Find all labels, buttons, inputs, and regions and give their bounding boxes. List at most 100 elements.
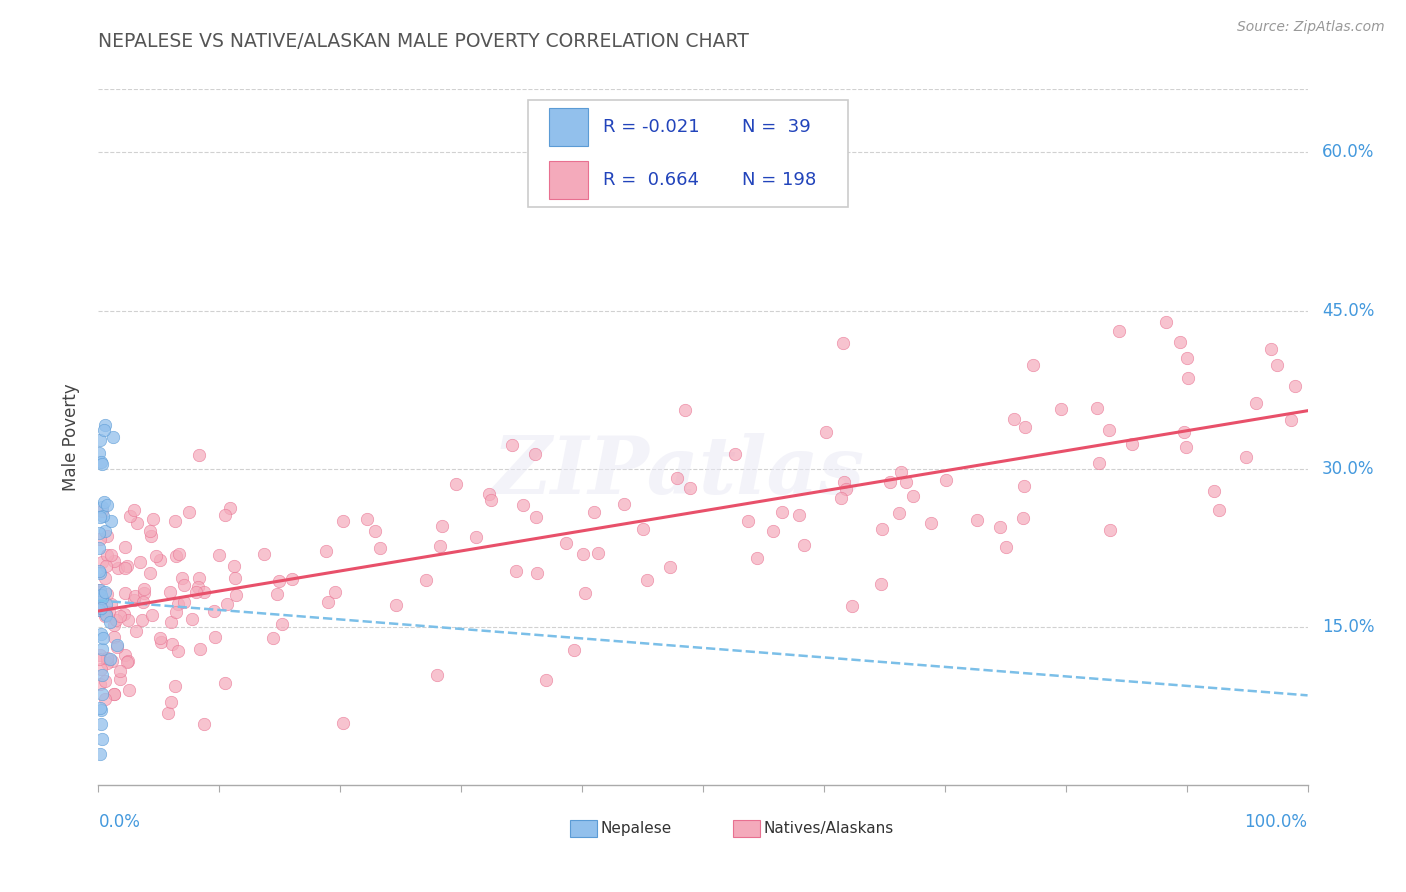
Point: [188, 448, 211, 462]
Text: 45.0%: 45.0%: [1322, 301, 1375, 319]
Point: [444, 477, 467, 491]
Point: [90, 642, 112, 657]
Point: [1004, 411, 1026, 425]
Point: [582, 505, 605, 519]
Point: [145, 549, 167, 564]
Point: [94, 585, 117, 599]
Point: [90, 500, 112, 514]
Point: [90, 626, 112, 640]
Point: [193, 717, 215, 731]
Point: [523, 447, 546, 461]
Point: [208, 548, 231, 562]
Text: 60.0%: 60.0%: [1322, 144, 1375, 161]
FancyBboxPatch shape: [550, 108, 588, 146]
Point: [429, 539, 451, 553]
Point: [666, 471, 689, 485]
Point: [118, 508, 141, 523]
Y-axis label: Male Poverty: Male Poverty: [62, 384, 80, 491]
Point: [89, 700, 111, 714]
Point: [96, 528, 118, 542]
Point: [94, 597, 117, 611]
Point: [104, 613, 127, 627]
Point: [87, 564, 110, 578]
Point: [1234, 450, 1257, 464]
Point: [89, 648, 111, 663]
Text: 15.0%: 15.0%: [1322, 618, 1375, 636]
Point: [966, 513, 988, 527]
Point: [90, 588, 112, 602]
Point: [101, 430, 124, 444]
Point: [94, 692, 117, 706]
Point: [935, 473, 957, 487]
Point: [832, 475, 855, 490]
Point: [572, 547, 595, 561]
Point: [562, 643, 585, 657]
Text: N =  39: N = 39: [742, 118, 810, 136]
Point: [1154, 315, 1177, 329]
Point: [117, 613, 139, 627]
Point: [430, 519, 453, 533]
Point: [124, 589, 146, 603]
Point: [501, 438, 523, 452]
Point: [90, 457, 112, 471]
Point: [90, 503, 112, 517]
Point: [217, 597, 239, 611]
Point: [115, 655, 138, 669]
FancyBboxPatch shape: [550, 161, 588, 199]
Point: [101, 655, 124, 669]
Point: [165, 514, 187, 528]
Point: [832, 336, 855, 351]
Point: [368, 541, 391, 555]
Point: [679, 481, 702, 495]
Point: [114, 560, 136, 574]
Point: [1011, 510, 1033, 524]
Point: [94, 673, 117, 688]
Point: [1204, 483, 1226, 498]
Point: [193, 585, 215, 599]
Point: [91, 555, 114, 569]
Point: [1173, 425, 1195, 440]
Point: [91, 668, 114, 682]
Point: [98, 651, 121, 665]
Point: [150, 635, 173, 649]
Point: [184, 585, 207, 599]
Point: [93, 609, 115, 624]
Point: [108, 664, 131, 678]
Point: [100, 598, 122, 612]
Point: [920, 516, 942, 530]
Point: [148, 552, 170, 566]
Point: [117, 654, 139, 668]
Point: [894, 475, 917, 489]
Point: [574, 585, 596, 599]
Point: [814, 425, 837, 440]
Point: [1177, 351, 1199, 366]
Point: [214, 508, 236, 522]
Point: [91, 508, 114, 523]
Point: [526, 566, 548, 580]
Point: [901, 489, 924, 503]
Point: [165, 549, 187, 563]
Point: [103, 554, 125, 568]
Point: [87, 603, 110, 617]
Point: [93, 424, 115, 438]
Point: [112, 607, 135, 621]
Point: [89, 583, 111, 598]
Point: [478, 486, 501, 500]
Point: [173, 578, 195, 592]
Point: [1208, 503, 1230, 517]
Point: [762, 524, 785, 538]
Point: [364, 524, 387, 538]
Point: [132, 586, 155, 600]
Point: [1022, 359, 1045, 373]
Point: [94, 571, 117, 585]
Point: [270, 616, 292, 631]
Point: [96, 607, 118, 622]
Point: [870, 522, 893, 536]
Point: [887, 506, 910, 520]
Point: [465, 530, 488, 544]
Point: [1279, 413, 1302, 427]
Point: [841, 599, 863, 613]
Point: [89, 677, 111, 691]
Point: [114, 540, 136, 554]
Point: [1177, 371, 1199, 385]
